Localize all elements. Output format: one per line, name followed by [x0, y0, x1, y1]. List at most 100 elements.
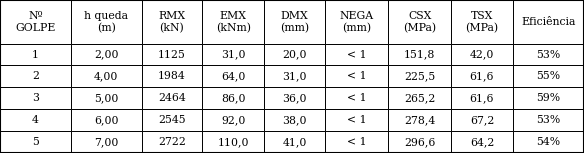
- Text: DMX
(mm): DMX (mm): [280, 11, 309, 33]
- Text: < 1: < 1: [347, 50, 366, 60]
- Bar: [142, 0, 202, 44]
- Bar: [325, 65, 388, 87]
- Bar: [325, 87, 388, 109]
- Text: 6,00: 6,00: [94, 115, 119, 125]
- Text: 2: 2: [32, 71, 39, 81]
- Text: 225,5: 225,5: [404, 71, 435, 81]
- Bar: [513, 87, 584, 109]
- Bar: [513, 44, 584, 65]
- Bar: [202, 109, 265, 131]
- Bar: [513, 131, 584, 153]
- Text: 61,6: 61,6: [470, 93, 494, 103]
- Text: 151,8: 151,8: [404, 50, 435, 60]
- Text: 31,0: 31,0: [221, 50, 245, 60]
- Text: Nº
GOLPE: Nº GOLPE: [15, 11, 55, 33]
- Text: < 1: < 1: [347, 71, 366, 81]
- Bar: [513, 0, 584, 44]
- Text: 4: 4: [32, 115, 39, 125]
- Bar: [265, 0, 325, 44]
- Text: 55%: 55%: [537, 71, 561, 81]
- Text: 67,2: 67,2: [470, 115, 494, 125]
- Bar: [71, 0, 142, 44]
- Bar: [451, 87, 513, 109]
- Bar: [71, 65, 142, 87]
- Text: 53%: 53%: [537, 115, 561, 125]
- Bar: [265, 109, 325, 131]
- Text: 20,0: 20,0: [282, 50, 307, 60]
- Bar: [142, 65, 202, 87]
- Text: h queda
(m): h queda (m): [84, 11, 128, 33]
- Text: 54%: 54%: [537, 137, 561, 147]
- Text: 86,0: 86,0: [221, 93, 245, 103]
- Text: 42,0: 42,0: [470, 50, 494, 60]
- Bar: [202, 87, 265, 109]
- Text: NEGA
(mm): NEGA (mm): [339, 11, 374, 33]
- Text: 2722: 2722: [158, 137, 186, 147]
- Bar: [451, 0, 513, 44]
- Text: 5,00: 5,00: [94, 93, 119, 103]
- Bar: [451, 131, 513, 153]
- Bar: [202, 44, 265, 65]
- Bar: [265, 65, 325, 87]
- Bar: [71, 131, 142, 153]
- Bar: [142, 131, 202, 153]
- Text: 64,0: 64,0: [221, 71, 245, 81]
- Bar: [0, 131, 71, 153]
- Text: 278,4: 278,4: [404, 115, 435, 125]
- Bar: [71, 109, 142, 131]
- Bar: [388, 131, 451, 153]
- Bar: [0, 44, 71, 65]
- Bar: [0, 0, 71, 44]
- Bar: [325, 0, 388, 44]
- Text: < 1: < 1: [347, 115, 366, 125]
- Text: 38,0: 38,0: [282, 115, 307, 125]
- Text: CSX
(MPa): CSX (MPa): [403, 11, 436, 33]
- Text: EMX
(kNm): EMX (kNm): [215, 11, 251, 33]
- Bar: [202, 131, 265, 153]
- Text: 1125: 1125: [158, 50, 186, 60]
- Bar: [142, 44, 202, 65]
- Bar: [142, 87, 202, 109]
- Bar: [388, 109, 451, 131]
- Text: 3: 3: [32, 93, 39, 103]
- Bar: [325, 44, 388, 65]
- Bar: [142, 109, 202, 131]
- Bar: [265, 131, 325, 153]
- Text: TSX
(MPa): TSX (MPa): [465, 11, 499, 33]
- Bar: [451, 109, 513, 131]
- Text: 31,0: 31,0: [282, 71, 307, 81]
- Text: 296,6: 296,6: [404, 137, 435, 147]
- Bar: [388, 65, 451, 87]
- Bar: [325, 131, 388, 153]
- Bar: [71, 44, 142, 65]
- Text: 61,6: 61,6: [470, 71, 494, 81]
- Bar: [265, 44, 325, 65]
- Bar: [388, 87, 451, 109]
- Bar: [0, 87, 71, 109]
- Text: RMX
(kN): RMX (kN): [158, 11, 186, 33]
- Text: 36,0: 36,0: [282, 93, 307, 103]
- Bar: [451, 65, 513, 87]
- Text: 53%: 53%: [537, 50, 561, 60]
- Bar: [202, 65, 265, 87]
- Text: 2464: 2464: [158, 93, 186, 103]
- Bar: [265, 87, 325, 109]
- Bar: [388, 44, 451, 65]
- Text: 5: 5: [32, 137, 39, 147]
- Bar: [325, 109, 388, 131]
- Bar: [513, 109, 584, 131]
- Text: 41,0: 41,0: [282, 137, 307, 147]
- Text: < 1: < 1: [347, 93, 366, 103]
- Text: 1: 1: [32, 50, 39, 60]
- Bar: [202, 0, 265, 44]
- Text: 110,0: 110,0: [217, 137, 249, 147]
- Text: 2,00: 2,00: [94, 50, 119, 60]
- Bar: [388, 0, 451, 44]
- Text: 4,00: 4,00: [94, 71, 119, 81]
- Text: 7,00: 7,00: [94, 137, 119, 147]
- Text: Eficiência: Eficiência: [522, 17, 576, 27]
- Text: 2545: 2545: [158, 115, 186, 125]
- Text: 1984: 1984: [158, 71, 186, 81]
- Text: 92,0: 92,0: [221, 115, 245, 125]
- Bar: [0, 65, 71, 87]
